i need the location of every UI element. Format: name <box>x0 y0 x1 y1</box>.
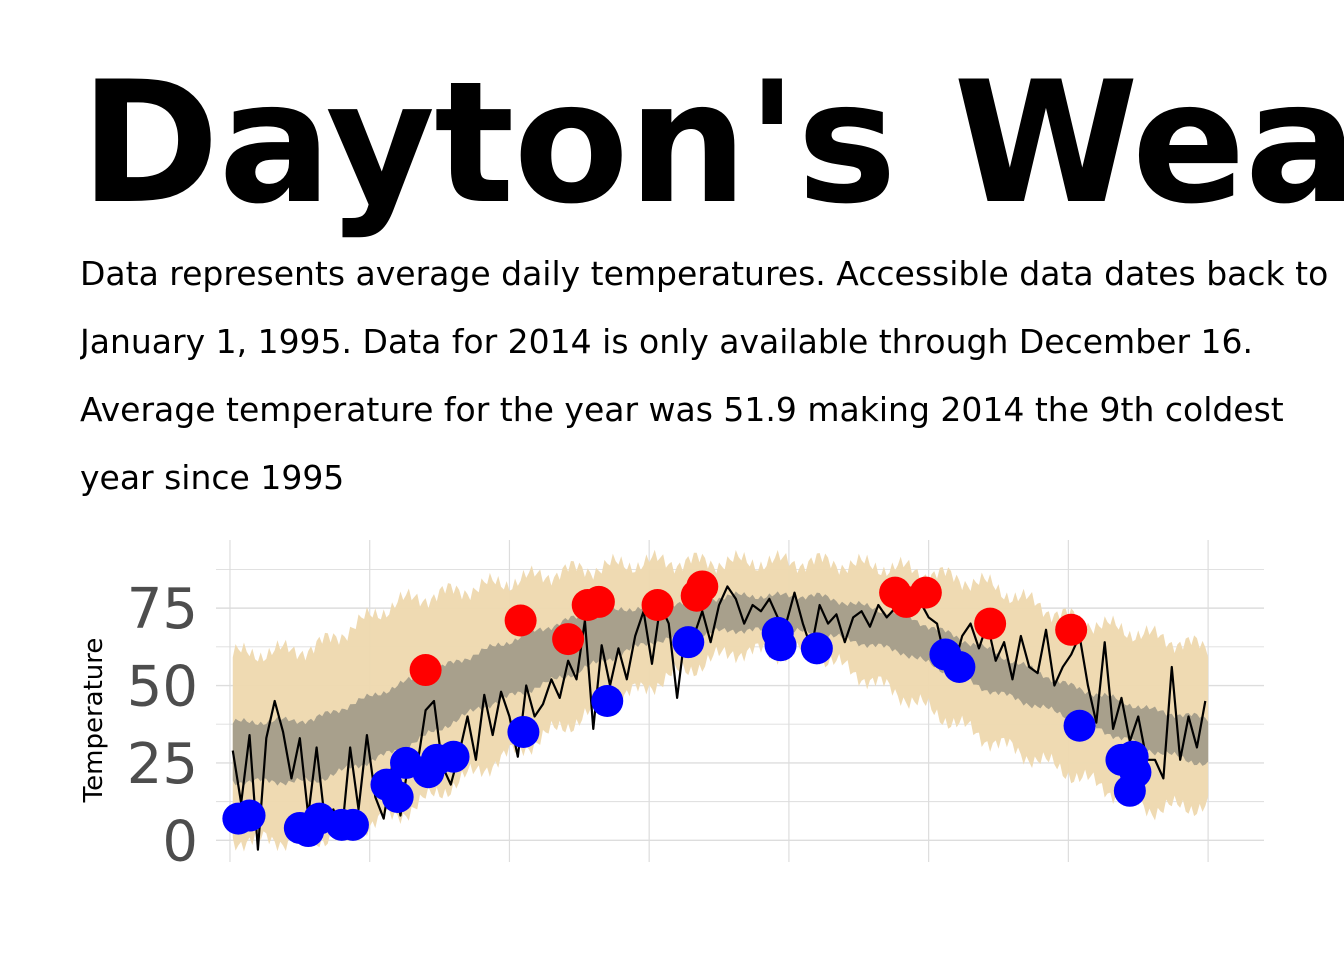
subtitle-line: Data represents average daily temperatur… <box>80 254 1329 293</box>
record-points <box>222 570 1152 848</box>
subtitle-line: Average temperature for the year was 51.… <box>80 390 1284 429</box>
subtitle-line: year since 1995 <box>80 458 345 497</box>
y-tick-label: 25 <box>127 732 198 797</box>
record-high-point <box>552 623 585 656</box>
record-high-point <box>909 576 942 609</box>
record-high-point <box>974 607 1007 640</box>
record-low-point <box>233 799 266 832</box>
record-high-point <box>686 570 719 603</box>
record-high-point <box>504 604 537 637</box>
record-low-point <box>591 685 624 717</box>
y-tick-label: 0 <box>162 809 198 874</box>
y-axis-ticks: 0 25 50 75 <box>127 577 198 874</box>
record-high-point <box>582 585 615 618</box>
record-low-point <box>1063 709 1096 742</box>
y-tick-label: 50 <box>127 655 198 720</box>
record-range-band <box>232 549 1209 852</box>
chart-subtitle: Data represents average daily temperatur… <box>80 240 1344 512</box>
record-low-point <box>764 629 797 662</box>
record-high-point <box>641 589 674 622</box>
record-low-point <box>381 780 414 813</box>
y-tick-label: 75 <box>127 577 198 642</box>
record-low-point <box>507 715 540 748</box>
record-low-point <box>336 808 369 841</box>
record-high-point <box>1055 613 1088 646</box>
normal-range-band <box>232 591 1209 786</box>
temperature-chart: 0 25 50 75 Temperature <box>79 540 1264 874</box>
chart-title: Dayton's Weath <box>80 48 1344 238</box>
record-low-point <box>800 632 833 665</box>
bands <box>232 549 1209 852</box>
record-low-point <box>672 626 705 659</box>
record-high-point <box>409 654 442 687</box>
subtitle-line: January 1, 1995. Data for 2014 is only a… <box>80 322 1253 361</box>
record-low-point <box>943 650 976 683</box>
y-axis-label: Temperature <box>79 638 109 804</box>
record-low-point <box>437 740 470 773</box>
record-low-point <box>1119 756 1152 789</box>
